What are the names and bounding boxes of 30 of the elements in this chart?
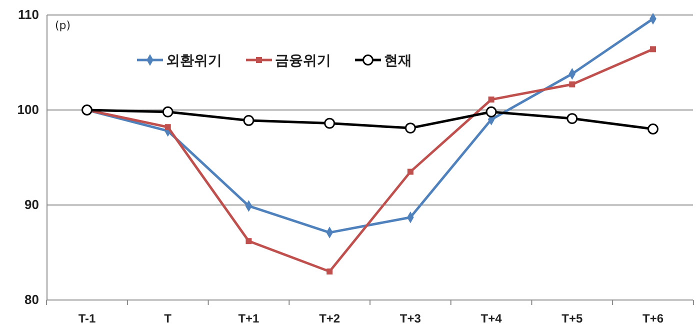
x-tick-label: T+2 [319, 312, 340, 326]
point [324, 118, 336, 129]
point [569, 81, 576, 88]
x-tick-label: T [164, 312, 172, 326]
y-tick-label: 100 [17, 102, 39, 118]
x-tick-label: T+4 [480, 312, 502, 326]
point [164, 124, 171, 130]
x-tick-label: T+3 [400, 312, 422, 326]
x-tick-label: T+6 [642, 312, 664, 326]
point [648, 124, 658, 134]
point [162, 106, 174, 118]
point [246, 238, 252, 244]
legend-label: 금융위기 [275, 53, 331, 69]
point [488, 96, 494, 103]
y-axis-title: (p) [55, 19, 71, 32]
point [407, 168, 414, 175]
point [566, 113, 578, 124]
point [486, 106, 497, 118]
y-tick-label: 80 [24, 292, 39, 308]
x-tick-label: T+1 [238, 312, 260, 326]
point [650, 46, 656, 52]
y-tick-label: 90 [24, 197, 39, 212]
point [326, 268, 333, 274]
x-tick-label: T-1 [78, 312, 96, 326]
legend-label: 현재 [384, 53, 412, 69]
x-tick-label: T+5 [562, 312, 583, 326]
point [404, 122, 416, 134]
legend-label: 외환위기 [166, 53, 222, 69]
point [243, 114, 254, 126]
y-tick-label: 110 [18, 7, 39, 22]
